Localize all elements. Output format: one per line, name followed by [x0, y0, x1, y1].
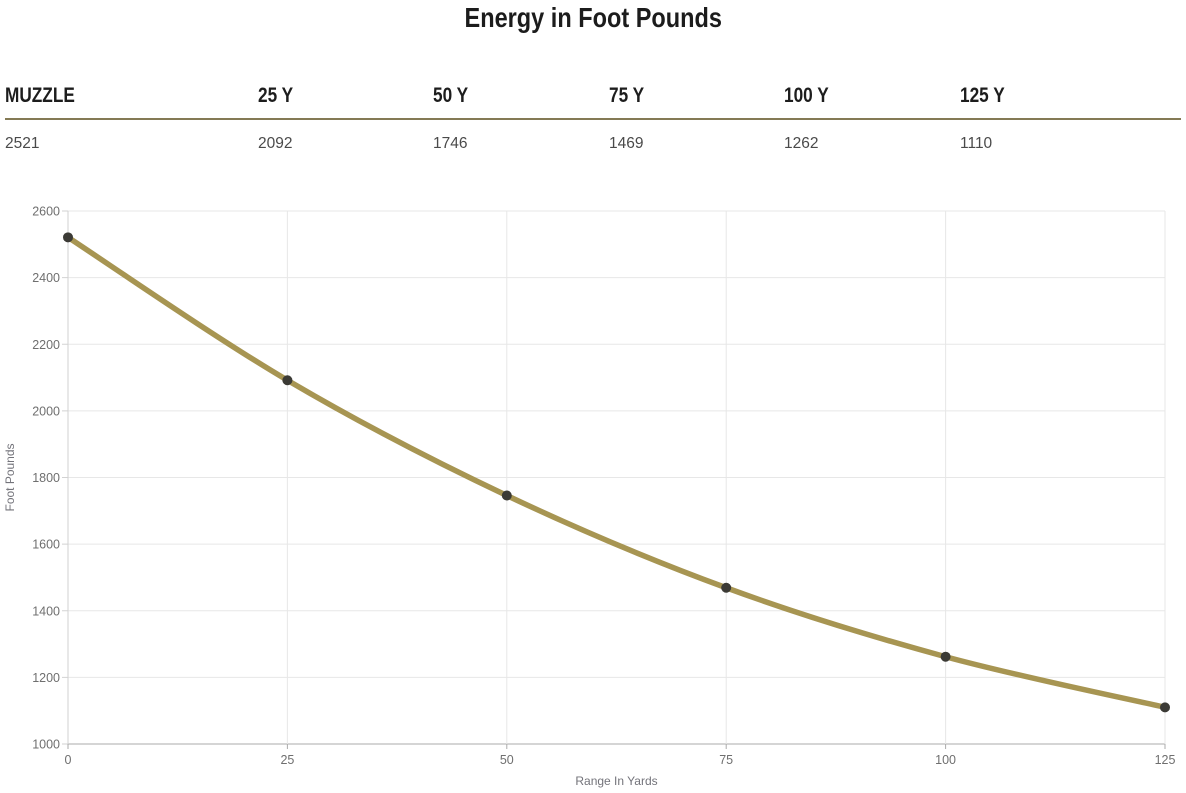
- table-header-50y: 50 Y: [433, 84, 609, 108]
- x-axis-title: Range In Yards: [575, 774, 657, 788]
- y-tick-label: 1000: [32, 738, 60, 752]
- data-point-marker[interactable]: [63, 232, 73, 243]
- x-tick-label: 75: [719, 753, 733, 767]
- page-title-text: Energy in Foot Pounds: [464, 2, 722, 33]
- table-header-label: 100 Y: [784, 84, 829, 107]
- data-point-marker[interactable]: [721, 582, 732, 593]
- x-tick-label: 100: [935, 753, 956, 767]
- table-header-label: 75 Y: [609, 84, 645, 107]
- data-point-marker[interactable]: [940, 651, 951, 662]
- table-header-label: 125 Y: [960, 84, 1005, 107]
- y-tick-label: 2000: [32, 404, 60, 418]
- energy-curve: [65, 234, 1168, 711]
- y-tick-label: 1200: [32, 671, 60, 685]
- y-tick-label: 2600: [32, 205, 60, 219]
- table-header-125y: 125 Y: [960, 84, 1181, 108]
- table-value-25y: 2092: [258, 135, 293, 152]
- x-tick-label: 0: [65, 753, 72, 767]
- table-header-muzzle: MUZZLE: [5, 84, 258, 108]
- table-value-row: 2521 2092 1746 1469 1262 1110: [5, 120, 1181, 153]
- y-tick-label: 1400: [32, 604, 60, 618]
- data-point-marker[interactable]: [501, 490, 512, 501]
- table-header-100y: 100 Y: [784, 84, 960, 108]
- y-tick-label: 1800: [32, 471, 60, 485]
- data-point-marker[interactable]: [282, 375, 293, 386]
- table-header-label: 25 Y: [258, 84, 294, 107]
- table-header-label: 50 Y: [433, 84, 469, 107]
- table-header-75y: 75 Y: [609, 84, 784, 108]
- x-tick-label: 50: [500, 753, 514, 767]
- energy-line-chart: 1000 1200 1400 1600 1800 2000 2200 2400 2600 0 25 5…: [0, 195, 1186, 793]
- table-value-75y: 1469: [609, 135, 644, 152]
- energy-table: MUZZLE 25 Y 50 Y 75 Y 100 Y 125 Y 2521 2…: [5, 84, 1181, 153]
- table-header-row: MUZZLE 25 Y 50 Y 75 Y 100 Y 125 Y: [5, 84, 1181, 120]
- table-header-label: MUZZLE: [5, 84, 75, 107]
- table-value-125y: 1110: [960, 135, 993, 152]
- y-tick-label: 1600: [32, 538, 60, 552]
- table-header-25y: 25 Y: [258, 84, 433, 108]
- table-value-100y: 1262: [784, 135, 819, 152]
- x-tick-label: 125: [1155, 753, 1176, 767]
- table-value-50y: 1746: [433, 135, 468, 152]
- data-point-marker[interactable]: [1160, 702, 1170, 713]
- page-title: Energy in Foot Pounds: [0, 0, 1186, 36]
- y-axis-title: Foot Pounds: [3, 443, 17, 511]
- y-tick-label: 2400: [32, 271, 60, 285]
- y-tick-label: 2200: [32, 338, 60, 352]
- x-tick-label: 25: [280, 753, 294, 767]
- table-value-muzzle: 2521: [5, 135, 40, 152]
- chart-canvas: 1000 1200 1400 1600 1800 2000 2200 2400 2600 0 25 5…: [3, 205, 1176, 789]
